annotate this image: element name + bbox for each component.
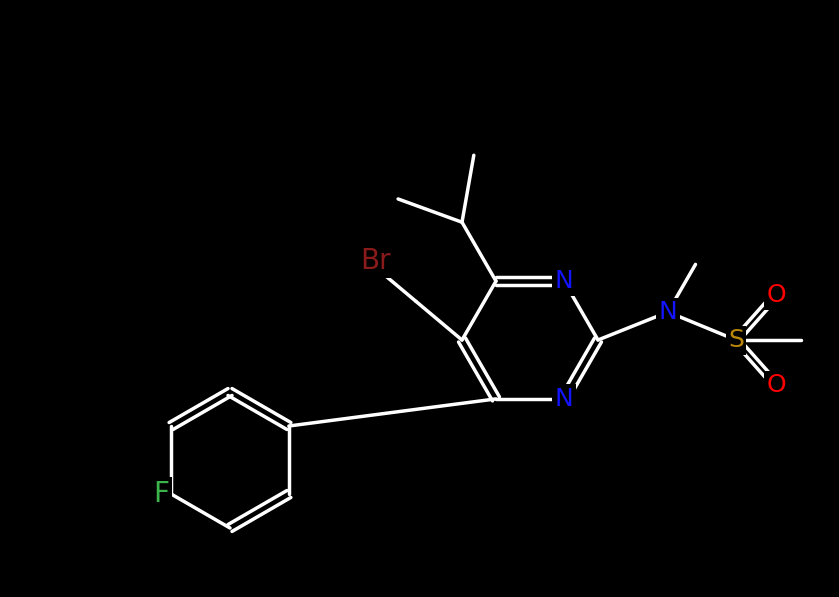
Text: O: O — [766, 283, 786, 307]
Text: O: O — [766, 373, 786, 397]
Text: N: N — [555, 269, 573, 293]
Text: N: N — [659, 300, 677, 324]
Text: S: S — [728, 328, 744, 352]
Text: N: N — [555, 387, 573, 411]
Text: F: F — [153, 480, 169, 508]
Text: Br: Br — [361, 247, 391, 275]
